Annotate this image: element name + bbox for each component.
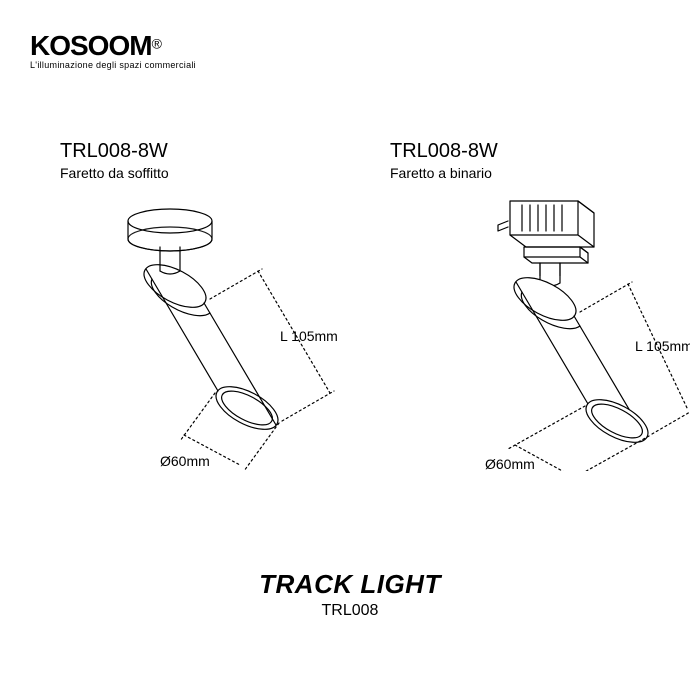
logo-reg: ® <box>152 36 162 52</box>
footer-model: TRL008 <box>0 602 700 620</box>
footer-title: TRACK LIGHT <box>0 569 700 600</box>
logo-block: KOSOOM® L'illuminazione degli spazi comm… <box>30 30 196 70</box>
dim-length-left: L 105mm <box>280 328 338 344</box>
footer-block: TRACK LIGHT TRL008 <box>0 569 700 620</box>
dim-length-right: L 105mm <box>635 338 690 354</box>
logo-tagline: L'illuminazione degli spazi commerciali <box>30 60 196 70</box>
dim-diameter-right: Ø60mm <box>485 456 535 471</box>
logo-text: KOSOOM <box>30 30 152 61</box>
diagrams: TRL008-8W Faretto da soffitto <box>0 140 700 540</box>
model-code-right: TRL008-8W <box>390 140 700 163</box>
product-right: TRL008-8W Faretto a binario <box>390 140 700 476</box>
drawing-left: Ø60mm L 105mm <box>60 191 380 476</box>
model-desc-left: Faretto da soffitto <box>60 165 380 181</box>
logo-brand: KOSOOM® <box>30 30 196 62</box>
model-desc-right: Faretto a binario <box>390 165 700 181</box>
dim-diameter-left: Ø60mm <box>160 453 210 469</box>
product-left: TRL008-8W Faretto da soffitto <box>60 140 380 476</box>
model-code-left: TRL008-8W <box>60 140 380 163</box>
drawing-right: Ø60mm L 105mm <box>390 191 700 476</box>
